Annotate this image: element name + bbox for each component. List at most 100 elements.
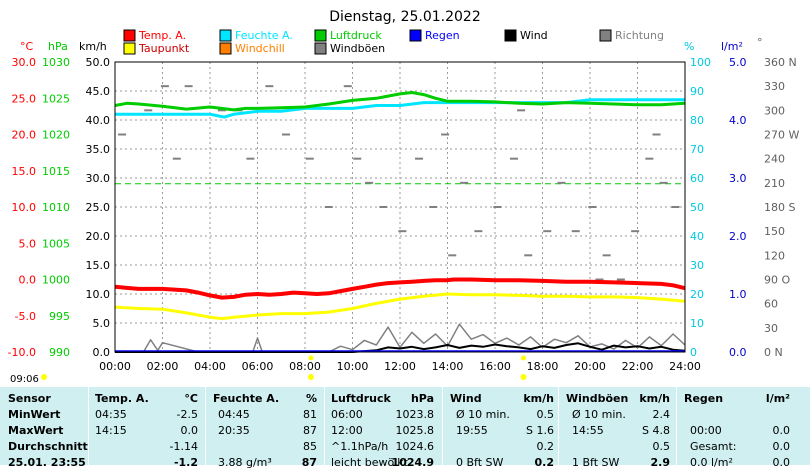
pressure-axis-unit: hPa (48, 40, 68, 53)
legend-swatch (123, 29, 136, 42)
data-series (114, 85, 686, 353)
time-markers (41, 355, 527, 380)
table-cell-label: MaxWert (8, 424, 64, 437)
chart-title: Dienstag, 25.01.2022 (329, 9, 480, 25)
table-cell-temp-time: 14:15 (95, 424, 127, 437)
time-marker (520, 374, 527, 380)
direction-tick-label: 270 W (764, 129, 799, 142)
rain-tick-label: 4.0 (729, 114, 747, 127)
legend-swatch (314, 42, 327, 55)
wind-tick-label: 35.0 (86, 143, 111, 156)
x-tick-label: 00:00 (99, 360, 131, 373)
temp-tick-label: -10.0 (8, 346, 36, 359)
table-cell-label: 25.01. 23:55 (8, 456, 86, 469)
direction-tick-label: 330 (764, 80, 785, 93)
table-header: Temp. A. (95, 392, 149, 405)
table-cell-press: 1025.8 (395, 424, 435, 437)
rain-axis-unit: l/m² (721, 40, 743, 53)
time-marker (521, 355, 526, 361)
time-label: 09:06 (10, 374, 39, 385)
table-header: km/h (523, 392, 554, 405)
temp-tick-label: 0.0 (19, 274, 37, 287)
table-cell-temp: 0.0 (180, 424, 199, 437)
legend-label: Wind (520, 29, 548, 42)
x-tick-label: 10:00 (337, 360, 369, 373)
wind-axis-unit: km/h (79, 40, 107, 53)
rain-tick-label: 1.0 (729, 288, 747, 301)
pressure-tick-label: 1000 (42, 274, 70, 287)
humidity-tick-label: 70 (690, 143, 704, 156)
humidity-tick-label: 50 (690, 201, 704, 214)
time-marker (308, 355, 314, 361)
table-cell-temp: -1.2 (173, 456, 198, 469)
series-line-temp-a- (114, 277, 686, 300)
humidity-tick-label: 20 (690, 288, 704, 301)
wind-tick-label: 20.0 (86, 230, 111, 243)
direction-tick-label: 0 N (764, 346, 783, 359)
legend-label: Luftdruck (330, 29, 382, 42)
rain-tick-label: 2.0 (729, 230, 747, 243)
x-tick-label: 20:00 (574, 360, 606, 373)
humidity-axis-unit: % (684, 40, 694, 53)
wind-tick-label: 50.0 (86, 56, 111, 69)
column-divider (558, 387, 559, 465)
humidity-tick-label: 10 (690, 317, 704, 330)
pressure-tick-label: 1010 (42, 201, 70, 214)
table-cell-press-time: 06:00 (331, 408, 363, 421)
humidity-tick-label: 0 (690, 346, 697, 359)
temp-tick-label: 5.0 (19, 237, 37, 250)
table-cell-hum-time: 04:45 (218, 408, 250, 421)
x-tick-label: 16:00 (479, 360, 511, 373)
column-divider (442, 387, 443, 465)
legend-swatch (504, 29, 517, 42)
table-header: Wind (450, 392, 482, 405)
table-cell-press: 1024.9 (391, 456, 434, 469)
direction-axis-unit: ° (757, 36, 763, 49)
humidity-tick-label: 60 (690, 172, 704, 185)
x-tick-label: 22:00 (622, 360, 654, 373)
temp-tick-label: 20.0 (12, 129, 37, 142)
x-tick-label: 06:00 (242, 360, 274, 373)
table-header: Windböen (566, 392, 629, 405)
axis-units: °C hPa km/h% l/m² ° (20, 36, 763, 53)
table-cell-label: MinWert (8, 408, 61, 421)
legend-swatch (599, 29, 612, 42)
table-cell-wind: S 1.6 (526, 424, 554, 437)
legend-swatch (219, 29, 232, 42)
legend-label: Taupunkt (138, 42, 190, 55)
table-cell-press-time: ^1.1hPa/h (331, 440, 389, 453)
table-cell-gust: 0.5 (652, 440, 671, 453)
rain-tick-label: 5.0 (729, 56, 747, 69)
legend-label: Regen (425, 29, 460, 42)
direction-tick-label: 30 (764, 322, 778, 335)
wind-tick-label: 30.0 (86, 172, 111, 185)
statistics-table: Sensor Temp. A. °C Feuchte A.% Luftdruck hPa W… (0, 387, 810, 469)
direction-tick-label: 90 O (764, 274, 790, 287)
legend-swatch (123, 42, 136, 55)
table-header: Regen (684, 392, 724, 405)
direction-tick-label: 360 N (764, 56, 797, 69)
temp-tick-label: 25.0 (12, 92, 37, 105)
table-cell-wind: 0.2 (536, 440, 555, 453)
x-tick-label: 18:00 (527, 360, 559, 373)
table-cell-temp: -2.5 (176, 408, 198, 421)
rain-tick-label: 0.0 (729, 346, 747, 359)
pressure-tick-label: 990 (49, 346, 70, 359)
table-cell-hum: 87 (303, 424, 317, 437)
direction-tick-label: 300 (764, 104, 785, 117)
wind-tick-label: 5.0 (93, 317, 111, 330)
x-tick-label: 14:00 (432, 360, 464, 373)
table-header: hPa (410, 392, 434, 405)
column-divider (88, 387, 89, 465)
table-header: Feuchte A. (213, 392, 280, 405)
humidity-tick-label: 100 (690, 56, 711, 69)
table-cell-hum: 87 (301, 456, 317, 469)
table-cell-rain-note: 00:00 (690, 424, 722, 437)
wind-tick-label: 40.0 (86, 114, 111, 127)
temp-tick-label: 30.0 (12, 56, 37, 69)
pressure-tick-label: 1025 (42, 92, 70, 105)
x-tick-label: 02:00 (147, 360, 179, 373)
rain-tick-label: 3.0 (729, 172, 747, 185)
legend-label: Feuchte A. (235, 29, 293, 42)
direction-tick-label: 180 S (764, 201, 795, 214)
